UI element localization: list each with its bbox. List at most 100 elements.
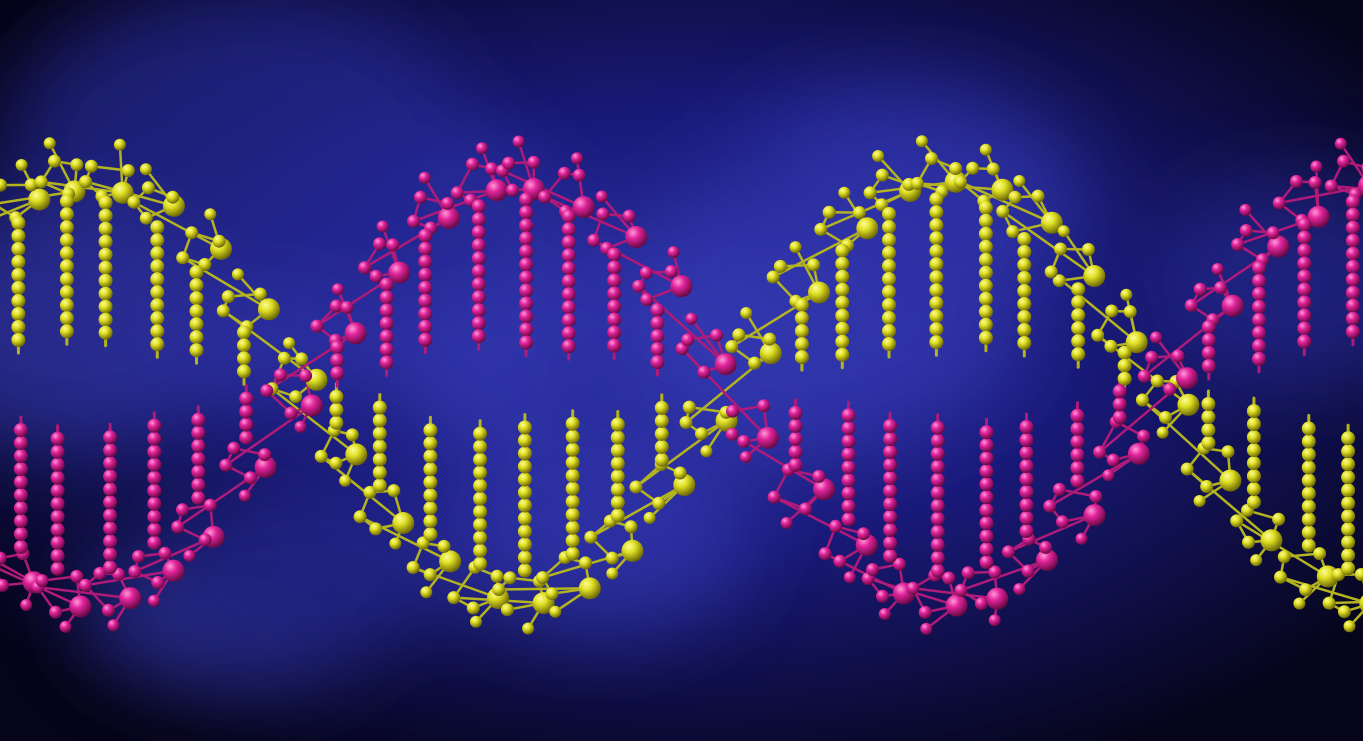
strand-magenta-atom bbox=[918, 605, 932, 619]
strand-magenta-atom bbox=[1239, 224, 1253, 237]
strand-magenta-atom bbox=[930, 563, 945, 578]
bond bbox=[543, 195, 638, 239]
strand-magenta-atom bbox=[330, 366, 345, 381]
strand-yellow-atom bbox=[978, 265, 993, 280]
strand-magenta-atom bbox=[388, 261, 411, 284]
strand-magenta-atom bbox=[892, 557, 906, 571]
strand-magenta-atom bbox=[1019, 446, 1034, 460]
strand-magenta-atom bbox=[103, 430, 118, 445]
strand-yellow-atom bbox=[1123, 305, 1137, 319]
strand-yellow-atom bbox=[59, 246, 74, 261]
strand-yellow-atom bbox=[1341, 496, 1356, 511]
strand-yellow-atom bbox=[766, 270, 780, 284]
strand-magenta-atom bbox=[607, 325, 622, 340]
strand-yellow-atom bbox=[372, 478, 387, 493]
strand-yellow-atom bbox=[59, 220, 74, 235]
strand-magenta-atom bbox=[1239, 203, 1252, 216]
strand-yellow-atom bbox=[1083, 265, 1106, 287]
strand-magenta-atom bbox=[519, 205, 534, 220]
strand-yellow-atom bbox=[1301, 460, 1316, 475]
strand-yellow-atom bbox=[794, 298, 809, 313]
strand-magenta-atom bbox=[50, 535, 65, 550]
strand-magenta-atom bbox=[147, 509, 162, 524]
strand-yellow-atom bbox=[808, 281, 830, 304]
strand-yellow-atom bbox=[978, 278, 993, 293]
strand-yellow-atom bbox=[189, 304, 204, 319]
strand-yellow-atom bbox=[98, 286, 113, 301]
strand-magenta-atom bbox=[979, 451, 994, 466]
strand-magenta-atom bbox=[329, 299, 343, 313]
strand-magenta-atom bbox=[1193, 282, 1207, 296]
strand-magenta-atom bbox=[1201, 333, 1216, 347]
strand-yellow-atom bbox=[423, 527, 438, 542]
strand-yellow-atom bbox=[98, 221, 113, 236]
strand-magenta-atom bbox=[299, 369, 313, 383]
strand-magenta-atom bbox=[147, 522, 162, 537]
strand-yellow-atom bbox=[835, 243, 850, 258]
strand-yellow-atom bbox=[643, 511, 656, 524]
strand-yellow-atom bbox=[517, 472, 532, 487]
strand-magenta-atom bbox=[607, 260, 622, 275]
strand-yellow-atom bbox=[189, 278, 204, 293]
strand-yellow-atom bbox=[1341, 470, 1356, 485]
strand-magenta-atom bbox=[471, 303, 486, 318]
bond bbox=[1327, 600, 1363, 605]
strand-magenta-atom bbox=[519, 296, 534, 311]
nebula-blob bbox=[445, 440, 751, 638]
strand-magenta-atom bbox=[667, 246, 680, 259]
bond bbox=[0, 198, 41, 217]
strand-magenta-atom bbox=[330, 353, 345, 368]
strand-magenta-atom bbox=[519, 309, 534, 324]
strand-magenta-atom bbox=[50, 457, 65, 472]
strand-magenta-atom bbox=[596, 207, 610, 221]
strand-yellow-atom bbox=[1052, 274, 1066, 288]
strand-yellow-atom bbox=[763, 332, 777, 346]
strand-yellow-atom bbox=[949, 162, 963, 175]
strand-yellow-atom bbox=[1301, 486, 1316, 501]
strand-magenta-atom bbox=[103, 482, 118, 497]
strand-magenta-atom bbox=[961, 566, 975, 580]
bond bbox=[959, 180, 1054, 224]
strand-magenta-atom bbox=[418, 228, 433, 243]
strand-magenta-atom bbox=[607, 299, 622, 314]
strand-yellow-atom bbox=[139, 163, 152, 176]
strand-yellow-atom bbox=[700, 445, 713, 458]
strand-yellow-atom bbox=[437, 539, 451, 553]
strand-yellow-atom bbox=[283, 337, 296, 350]
strand-magenta-atom bbox=[1252, 325, 1266, 340]
strand-magenta-atom bbox=[788, 457, 803, 472]
strand-yellow-atom bbox=[882, 233, 896, 247]
strand-yellow-atom bbox=[1242, 535, 1255, 549]
strand-magenta-atom bbox=[739, 451, 752, 463]
strand-magenta-atom bbox=[1267, 235, 1290, 258]
strand-magenta-atom bbox=[1345, 194, 1360, 209]
strand-yellow-atom bbox=[882, 272, 896, 286]
strand-magenta-atom bbox=[471, 277, 486, 292]
strand-magenta-atom bbox=[418, 280, 433, 295]
strand-magenta-atom bbox=[418, 241, 433, 256]
strand-yellow-atom bbox=[466, 601, 480, 615]
strand-yellow-atom bbox=[204, 208, 217, 221]
strand-yellow-atom bbox=[1322, 596, 1336, 610]
strand-magenta-atom bbox=[930, 459, 945, 474]
strand-magenta-atom bbox=[471, 290, 486, 305]
strand-yellow-atom bbox=[565, 507, 580, 522]
strand-yellow-atom bbox=[11, 333, 26, 347]
strand-magenta-atom bbox=[13, 436, 28, 450]
strand-magenta-atom bbox=[379, 316, 394, 331]
strand-yellow-atom bbox=[253, 287, 267, 301]
strand-magenta-atom bbox=[625, 225, 648, 248]
strand-yellow-atom bbox=[221, 290, 235, 304]
strand-yellow-atom bbox=[835, 321, 850, 336]
strand-magenta-atom bbox=[1201, 320, 1216, 334]
strand-magenta-atom bbox=[1137, 369, 1151, 383]
strand-yellow-atom bbox=[447, 591, 461, 605]
strand-magenta-atom bbox=[1201, 359, 1216, 373]
strand-yellow-atom bbox=[70, 158, 84, 172]
strand-magenta-atom bbox=[147, 418, 162, 433]
strand-magenta-atom bbox=[1345, 285, 1360, 300]
strand-yellow-atom bbox=[1221, 445, 1235, 459]
strand-magenta-atom bbox=[70, 569, 84, 583]
strand-yellow-atom bbox=[1341, 535, 1356, 550]
strand-magenta-atom bbox=[1201, 346, 1216, 360]
